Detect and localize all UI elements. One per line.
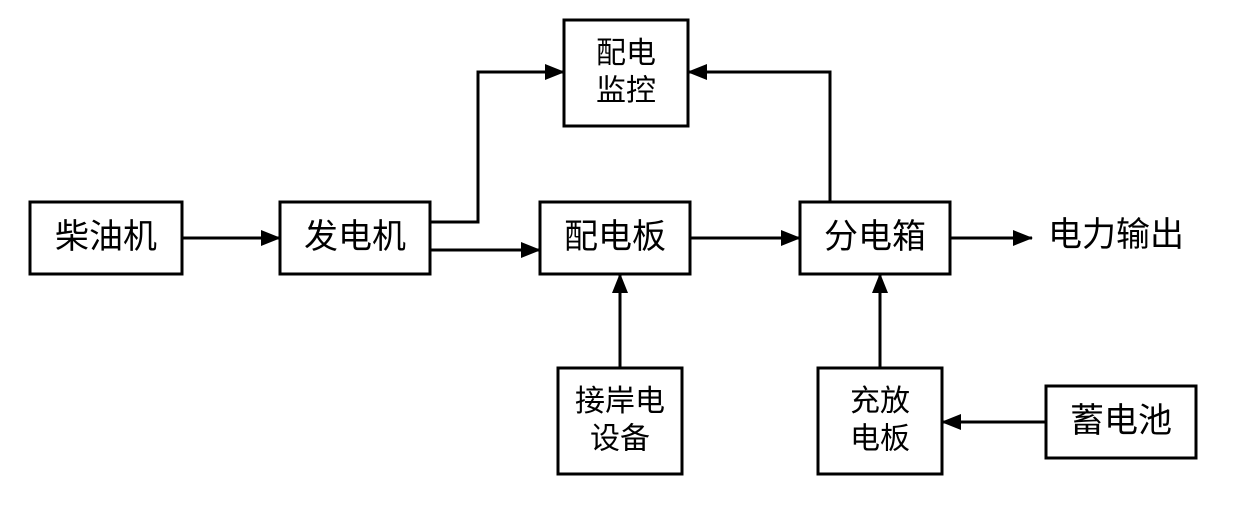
flowchart: 柴油机 发电机 配电板 分电箱 配电监控接岸电设备 充放电板 蓄电池 电力输出 [0, 0, 1240, 508]
node-distribution-label: 分电箱 [824, 218, 926, 256]
node-generator-label: 发电机 [304, 218, 406, 256]
node-output-label: 电力输出 [1048, 216, 1184, 254]
node-battery: 蓄电池 [1046, 386, 1196, 458]
node-charge: 充放电板 [818, 368, 942, 474]
node-switchboard-label: 配电板 [564, 218, 666, 256]
node-charge-label-0: 充放 [850, 385, 910, 418]
node-distribution: 分电箱 [800, 202, 950, 274]
edge-distribution-monitor [688, 72, 830, 202]
node-monitor-label-0: 配电 [596, 37, 656, 70]
node-switchboard: 配电板 [540, 202, 690, 274]
node-shore-label-1: 设备 [590, 423, 650, 456]
node-monitor-label-1: 监控 [596, 75, 656, 108]
node-shore-label-0: 接岸电 [575, 385, 665, 418]
node-monitor: 配电监控 [564, 20, 688, 126]
node-shore: 接岸电设备 [558, 368, 682, 474]
node-output: 电力输出 [1048, 216, 1184, 254]
edge-generator-monitor [430, 72, 564, 222]
node-diesel: 柴油机 [30, 202, 182, 274]
node-battery-label: 蓄电池 [1070, 402, 1172, 440]
node-generator: 发电机 [280, 202, 430, 274]
node-charge-label-1: 电板 [850, 423, 910, 456]
node-diesel-label: 柴油机 [55, 218, 157, 256]
